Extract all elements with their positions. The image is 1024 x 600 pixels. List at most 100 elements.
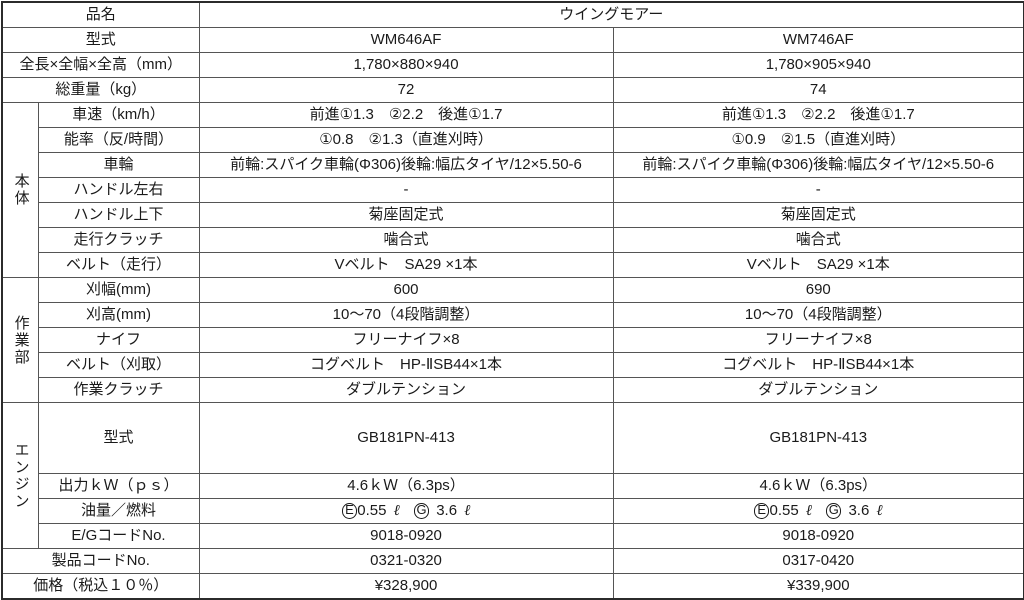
- engine-code-value-a: 9018-0920: [198, 523, 614, 549]
- table-row-model: 型式 WM646AF WM746AF: [1, 27, 1024, 53]
- table-row-price: 価格（税込１０％） ¥328,900 ¥339,900: [1, 573, 1024, 600]
- efficiency-label: 能率（反/時間）: [37, 127, 200, 153]
- table-row-work-clutch: 作業クラッチ ダブルテンション ダブルテンション: [2, 377, 1024, 403]
- efficiency-value-a: ①0.8 ②1.3（直進刈時）: [198, 127, 614, 153]
- knife-value-b: フリーナイフ×8: [612, 327, 1024, 353]
- travel-clutch-value-a: 噛合式: [198, 227, 614, 253]
- product-code-value-a: 0321-0320: [198, 548, 614, 574]
- handle-lateral-value-a: -: [198, 177, 614, 203]
- model-value-a: WM646AF: [198, 27, 614, 53]
- table-row-cutting-height: 刈高(mm) 10〜70（4段階調整） 10〜70（4段階調整）: [2, 302, 1024, 328]
- group-label-working-unit-text: 作業部: [12, 314, 30, 366]
- cutting-width-value-a: 600: [198, 277, 614, 303]
- table-row-belt-cutting: ベルト（刈取） コグベルト HP-ⅡSB44×1本 コグベルト HP-ⅡSB44…: [2, 352, 1024, 378]
- oil-unit-b: ℓ: [805, 501, 812, 520]
- oil-fuel-label: 油量／燃料: [37, 498, 200, 524]
- knife-label: ナイフ: [37, 327, 200, 353]
- oil-qty-a: 0.55: [357, 502, 387, 520]
- table-row-wheels: 車輪 前輪:スパイク車輪(Φ306)後輪:幅広タイヤ/12×5.50-6 前輪:…: [2, 152, 1024, 178]
- work-clutch-value-a: ダブルテンション: [198, 377, 614, 403]
- engine-model-label: 型式: [37, 402, 200, 474]
- handle-lateral-label: ハンドル左右: [37, 177, 200, 203]
- vehicle-speed-value-b: 前進①1.3 ②2.2 後進①1.7: [612, 102, 1024, 128]
- table-row-engine-model: エンジン 型式 GB181PN-413 GB181PN-413: [1, 402, 1024, 549]
- table-row-oil-fuel: 油量／燃料 E 0.55 ℓ G 3.6 ℓ E 0.55 ℓ G 3.6 ℓ: [2, 498, 1024, 524]
- table-row-engine-output: 出力ｋＷ（ｐｓ） 4.6ｋＷ（6.3ps） 4.6ｋＷ（6.3ps）: [2, 473, 1024, 499]
- engine-model-value-a: GB181PN-413: [198, 402, 614, 474]
- table-row-belt-travel: ベルト（走行） Vベルト SA29 ×1本 Vベルト SA29 ×1本: [2, 252, 1024, 278]
- table-row-total-weight: 総重量（kg） 72 74: [1, 77, 1024, 103]
- product-code-value-b: 0317-0420: [612, 548, 1024, 574]
- table-row-handle-vertical: ハンドル上下 菊座固定式 菊座固定式: [2, 202, 1024, 228]
- travel-clutch-value-b: 噛合式: [612, 227, 1024, 253]
- efficiency-value-b: ①0.9 ②1.5（直進刈時）: [612, 127, 1024, 153]
- product-code-label: 製品コードNo.: [1, 548, 200, 574]
- vehicle-speed-label: 車速（km/h）: [37, 102, 200, 128]
- group-label-body-text: 本体: [12, 173, 30, 207]
- price-value-a: ¥328,900: [198, 573, 614, 600]
- total-weight-value-b: 74: [612, 77, 1024, 103]
- group-label-body: 本体: [1, 102, 39, 278]
- oil-qty-b: 0.55: [769, 502, 799, 520]
- group-label-engine-text: エンジン: [12, 441, 30, 510]
- table-row-efficiency: 能率（反/時間） ①0.8 ②1.3（直進刈時） ①0.9 ②1.5（直進刈時）: [2, 127, 1024, 153]
- belt-travel-label: ベルト（走行）: [37, 252, 200, 278]
- handle-vertical-value-b: 菊座固定式: [612, 202, 1024, 228]
- belt-travel-value-a: Vベルト SA29 ×1本: [198, 252, 614, 278]
- table-row-cutting-width: 作業部 刈幅(mm) 600 690: [1, 277, 1024, 403]
- dimensions-value-a: 1,780×880×940: [198, 52, 614, 78]
- fuel-symbol-icon-b: G: [825, 503, 842, 519]
- belt-cutting-value-a: コグベルト HP-ⅡSB44×1本: [198, 352, 614, 378]
- dimensions-value-b: 1,780×905×940: [612, 52, 1024, 78]
- wheels-label: 車輪: [37, 152, 200, 178]
- knife-value-a: フリーナイフ×8: [198, 327, 614, 353]
- cutting-width-label: 刈幅(mm): [37, 277, 200, 303]
- engine-output-label: 出力ｋＷ（ｐｓ）: [37, 473, 200, 499]
- price-value-b: ¥339,900: [612, 573, 1024, 600]
- table-row-product-code: 製品コードNo. 0321-0320 0317-0420: [1, 548, 1024, 574]
- cutting-height-value-b: 10〜70（4段階調整）: [612, 302, 1024, 328]
- fuel-symbol-icon-a: G: [413, 503, 430, 519]
- dimensions-label: 全長×全幅×全高（mm）: [1, 52, 200, 78]
- oil-symbol-icon-b: E: [753, 503, 770, 519]
- group-label-working-unit: 作業部: [1, 277, 39, 403]
- cutting-height-label: 刈高(mm): [37, 302, 200, 328]
- handle-lateral-value-b: -: [612, 177, 1024, 203]
- total-weight-value-a: 72: [198, 77, 614, 103]
- vehicle-speed-value-a: 前進①1.3 ②2.2 後進①1.7: [198, 102, 614, 128]
- cutting-height-value-a: 10〜70（4段階調整）: [198, 302, 614, 328]
- engine-model-value-b: GB181PN-413: [612, 402, 1024, 474]
- belt-travel-value-b: Vベルト SA29 ×1本: [612, 252, 1024, 278]
- wheels-value-b: 前輪:スパイク車輪(Φ306)後輪:幅広タイヤ/12×5.50-6: [612, 152, 1024, 178]
- model-label: 型式: [1, 27, 200, 53]
- table-row-dimensions: 全長×全幅×全高（mm） 1,780×880×940 1,780×905×940: [1, 52, 1024, 78]
- engine-code-value-b: 9018-0920: [612, 523, 1024, 549]
- table-row-handle-lateral: ハンドル左右 - -: [2, 177, 1024, 203]
- oil-fuel-value-b: E 0.55 ℓ G 3.6 ℓ: [612, 498, 1024, 524]
- fuel-unit-b: ℓ: [876, 501, 883, 520]
- oil-symbol-icon-a: E: [341, 503, 358, 519]
- handle-vertical-value-a: 菊座固定式: [198, 202, 614, 228]
- table-row-vehicle-speed: 本体 車速（km/h） 前進①1.3 ②2.2 後進①1.7 前進①1.3 ②2…: [1, 102, 1024, 278]
- belt-cutting-value-b: コグベルト HP-ⅡSB44×1本: [612, 352, 1024, 378]
- model-value-b: WM746AF: [612, 27, 1024, 53]
- fuel-qty-a: 3.6: [436, 502, 458, 520]
- oil-fuel-value-a: E 0.55 ℓ G 3.6 ℓ: [198, 498, 614, 524]
- table-row-product-name: 品名 ウイングモアー: [1, 1, 1024, 28]
- cutting-width-value-b: 690: [612, 277, 1024, 303]
- work-clutch-value-b: ダブルテンション: [612, 377, 1024, 403]
- engine-output-value-b: 4.6ｋＷ（6.3ps）: [612, 473, 1024, 499]
- price-label: 価格（税込１０％）: [1, 573, 200, 600]
- table-row-knife: ナイフ フリーナイフ×8 フリーナイフ×8: [2, 327, 1024, 353]
- total-weight-label: 総重量（kg）: [1, 77, 200, 103]
- travel-clutch-label: 走行クラッチ: [37, 227, 200, 253]
- belt-cutting-label: ベルト（刈取）: [37, 352, 200, 378]
- group-label-engine: エンジン: [1, 402, 39, 549]
- product-name-label: 品名: [1, 1, 200, 28]
- work-clutch-label: 作業クラッチ: [37, 377, 200, 403]
- fuel-unit-a: ℓ: [464, 501, 471, 520]
- engine-output-value-a: 4.6ｋＷ（6.3ps）: [198, 473, 614, 499]
- oil-unit-a: ℓ: [393, 501, 400, 520]
- table-row-engine-code: E/GコードNo. 9018-0920 9018-0920: [2, 523, 1024, 549]
